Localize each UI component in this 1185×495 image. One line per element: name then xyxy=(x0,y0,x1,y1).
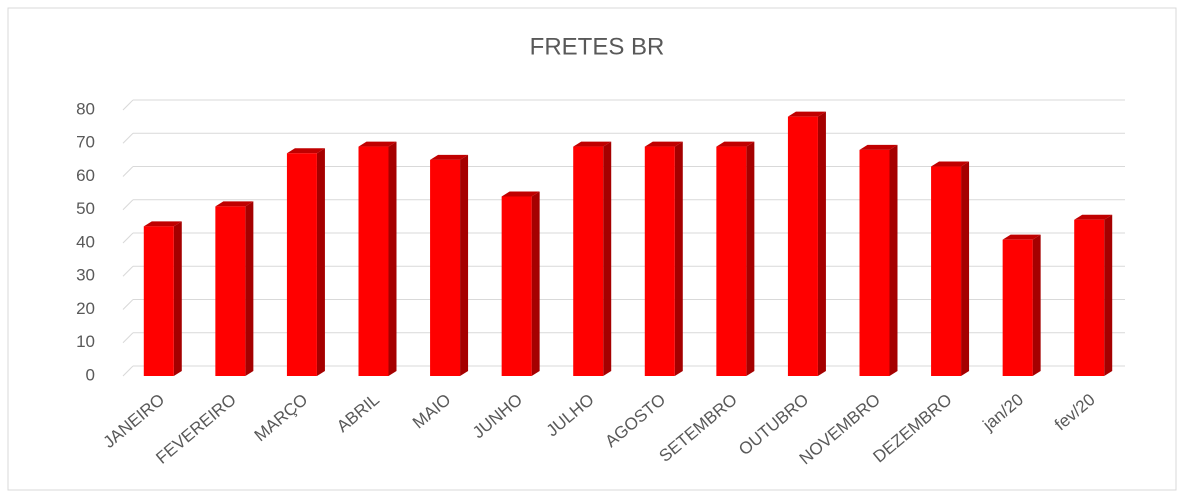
grid-depth xyxy=(122,265,134,277)
bar-side xyxy=(603,141,612,376)
y-tick-label: 70 xyxy=(76,133,95,152)
bar xyxy=(143,226,174,376)
bar-side xyxy=(674,141,683,376)
bar xyxy=(358,146,389,376)
y-tick-label: 80 xyxy=(76,99,95,118)
grid-depth xyxy=(122,132,134,144)
grid-depth xyxy=(122,332,134,344)
grid-depth xyxy=(122,166,134,177)
bar-side xyxy=(388,141,397,376)
bar-side xyxy=(460,154,469,376)
bar-side xyxy=(531,191,540,376)
bar-top xyxy=(501,191,540,197)
y-tick-label: 30 xyxy=(76,266,95,285)
bar xyxy=(787,116,818,377)
bar-side xyxy=(316,148,325,376)
bar-side xyxy=(961,161,970,376)
y-tick-label: 20 xyxy=(76,299,95,318)
bar xyxy=(1002,239,1033,376)
bar-top xyxy=(787,111,826,117)
grid-depth xyxy=(122,365,134,377)
y-tick-label: 60 xyxy=(76,166,95,185)
bar-side xyxy=(173,221,182,376)
bar-side xyxy=(817,111,826,377)
bar-top xyxy=(716,141,755,147)
y-tick-label: 40 xyxy=(76,232,95,251)
bar-top xyxy=(573,141,612,147)
bar-top xyxy=(430,154,469,160)
bar xyxy=(931,166,962,376)
grid-depth xyxy=(122,299,134,310)
bar-top xyxy=(286,148,325,154)
bar xyxy=(501,196,532,376)
bar-top xyxy=(859,144,898,150)
grid-depth xyxy=(122,99,134,111)
bar-top xyxy=(358,141,397,147)
bar xyxy=(430,159,461,376)
bar-top xyxy=(931,161,970,167)
bar-top xyxy=(644,141,683,147)
bar-side xyxy=(1104,214,1113,376)
y-tick-label: 50 xyxy=(76,199,95,218)
bar-top xyxy=(143,221,182,227)
grid-depth xyxy=(122,199,134,211)
bar xyxy=(573,146,604,376)
y-tick-label: 0 xyxy=(86,365,95,384)
bar-top xyxy=(215,201,254,207)
bar xyxy=(716,146,747,376)
bar-top xyxy=(1002,234,1041,240)
chart-title: FRETES BR xyxy=(530,33,665,60)
bar-side xyxy=(889,144,898,376)
bar-top xyxy=(1074,214,1113,220)
bar xyxy=(1074,219,1105,376)
bar xyxy=(215,206,246,376)
y-tick-label: 10 xyxy=(76,332,95,351)
bar xyxy=(859,149,890,376)
bar-side xyxy=(1032,234,1041,376)
bar-side xyxy=(746,141,755,376)
bar-side xyxy=(245,201,254,376)
bar xyxy=(286,153,317,376)
grid-depth xyxy=(122,232,134,244)
bar xyxy=(644,146,675,376)
